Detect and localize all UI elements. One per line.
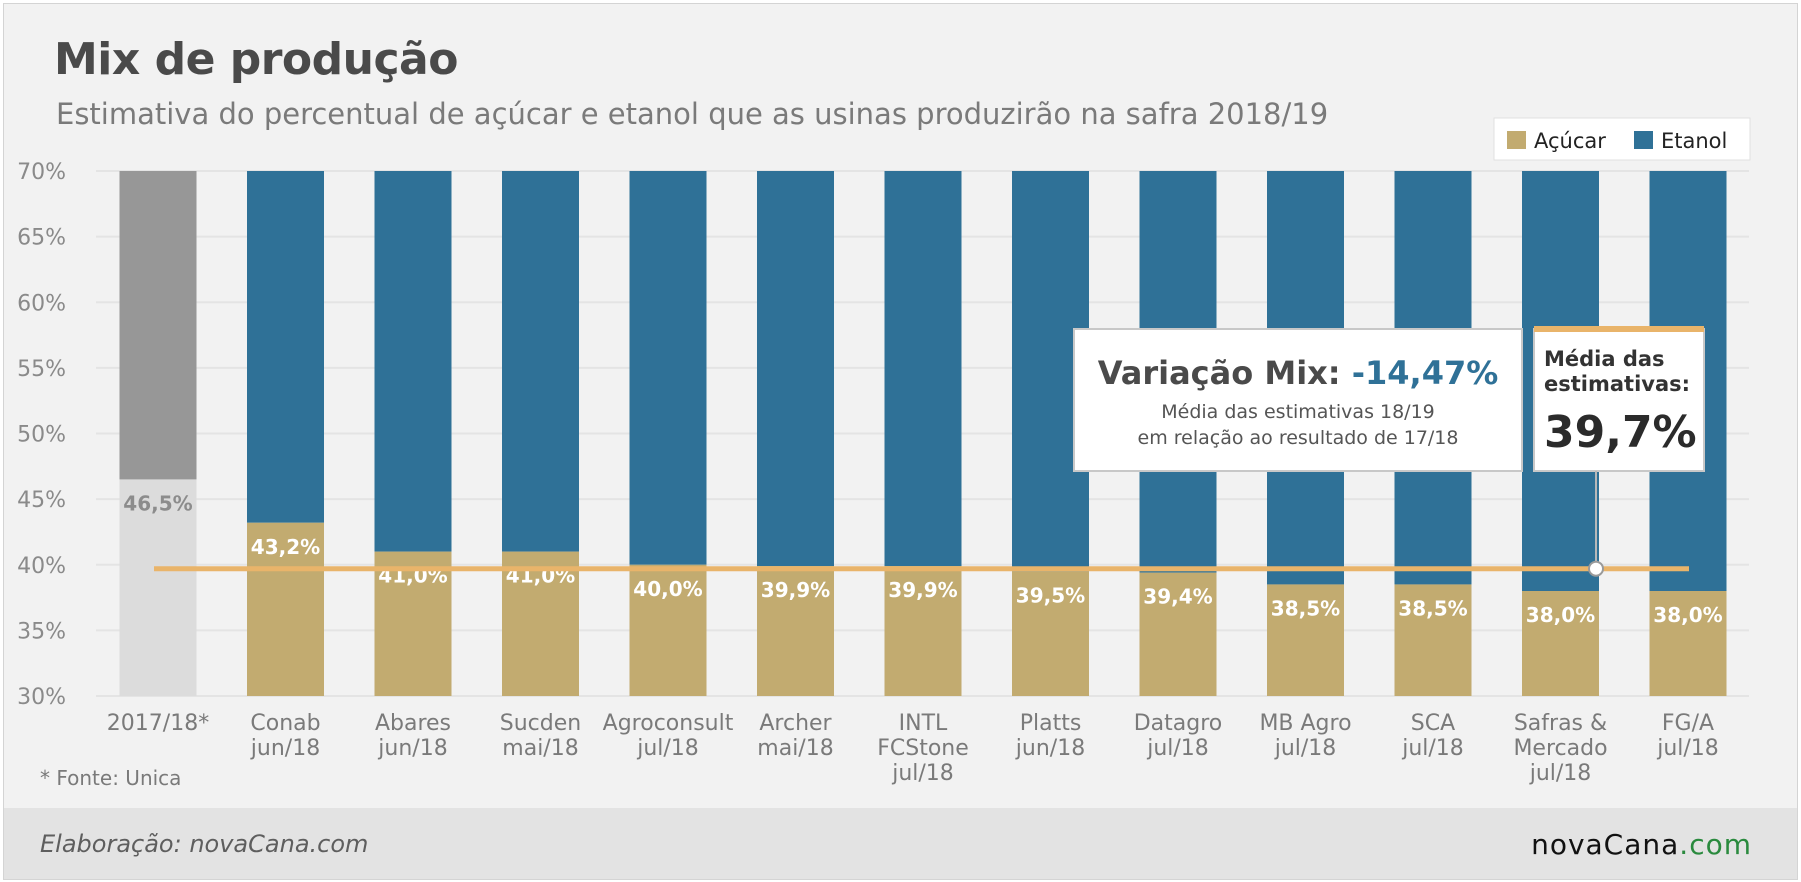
brand-main: novaCana <box>1531 828 1680 861</box>
variation-label: Variação Mix: <box>1098 354 1352 392</box>
x-tick-label: Datagro <box>1134 711 1223 736</box>
bar-acucar <box>1522 591 1599 696</box>
data-label: 38,0% <box>1526 603 1595 627</box>
bar-etanol <box>247 171 324 523</box>
bar-acucar <box>629 564 707 696</box>
bar-acucar <box>1012 571 1089 696</box>
bar-acucar <box>884 566 962 696</box>
legend-label-etanol: Etanol <box>1661 129 1727 153</box>
x-tick-label: jun/18 <box>1015 736 1085 761</box>
bar-acucar <box>757 566 834 696</box>
bar-acucar <box>502 551 579 696</box>
bar-etanol <box>757 171 834 567</box>
x-tick-label: INTL <box>899 711 948 736</box>
x-tick-label: jul/18 <box>1656 736 1719 761</box>
y-tick-label: 60% <box>17 291 66 316</box>
bar-acucar <box>1267 584 1344 696</box>
x-tick-label: Abares <box>375 711 451 736</box>
y-tick-label: 65% <box>17 226 66 251</box>
bar-etanol <box>629 171 707 565</box>
average-label-line2: estimativas: <box>1544 372 1690 396</box>
y-tick-label: 30% <box>17 685 66 710</box>
y-tick-label: 55% <box>17 357 66 382</box>
legend-box <box>1493 117 1751 161</box>
x-tick-label: Archer <box>759 711 832 736</box>
x-tick-label: jul/18 <box>1146 736 1209 761</box>
bar-acucar <box>1649 591 1727 696</box>
bar-acucar <box>1139 572 1217 696</box>
average-label-line1: Média das <box>1544 347 1665 371</box>
y-tick-label: 70% <box>17 160 66 185</box>
legend-swatch-acucar <box>1507 131 1526 149</box>
bar-acucar <box>247 522 324 696</box>
variation-title: Variação Mix: -14,47% <box>1098 354 1499 392</box>
x-tick-label: jun/18 <box>377 736 447 761</box>
bar-etanol <box>502 171 579 552</box>
x-tick-label: FG/A <box>1662 711 1714 736</box>
bar-etanol <box>884 171 962 567</box>
source-note: * Fonte: Unica <box>40 766 182 790</box>
x-tick-label: Safras & <box>1514 711 1607 736</box>
bar-etanol <box>119 171 197 480</box>
bar-acucar <box>374 551 452 696</box>
legend-label-acucar: Açúcar <box>1534 129 1606 153</box>
data-label: 43,2% <box>251 535 320 559</box>
y-tick-label: 40% <box>17 554 66 579</box>
chart-subtitle: Estimativa do percentual de açúcar e eta… <box>56 97 1329 131</box>
variation-value: -14,47% <box>1352 354 1499 392</box>
data-label: 39,9% <box>888 578 957 602</box>
x-tick-label: Mercado <box>1513 736 1607 761</box>
x-tick-label: jul/18 <box>891 761 954 786</box>
x-tick-label: MB Agro <box>1259 711 1351 736</box>
x-tick-label: jul/18 <box>1274 736 1337 761</box>
footer-bar <box>4 808 1797 879</box>
x-tick-label: mai/18 <box>757 736 833 761</box>
variation-callout-box <box>1073 328 1523 472</box>
x-tick-label: jun/18 <box>250 736 320 761</box>
chart-title: Mix de produção <box>54 34 458 85</box>
average-value: 39,7% <box>1544 407 1697 458</box>
footer-credit: Elaboração: novaCana.com <box>40 830 369 858</box>
x-tick-label: Sucden <box>500 711 581 736</box>
x-tick-label: Platts <box>1020 711 1082 736</box>
y-tick-label: 45% <box>17 488 66 513</box>
data-label: 46,5% <box>123 491 192 515</box>
x-tick-label: mai/18 <box>502 736 578 761</box>
x-tick-label: FCStone <box>877 736 969 761</box>
data-label: 39,4% <box>1143 585 1212 609</box>
y-tick-label: 50% <box>17 423 66 448</box>
average-callout-accent <box>1534 326 1704 332</box>
data-label: 38,0% <box>1653 603 1722 627</box>
x-tick-label: jul/18 <box>636 736 699 761</box>
x-tick-label: jul/18 <box>1529 761 1592 786</box>
brand-suffix: .com <box>1679 828 1752 861</box>
legend-swatch-etanol <box>1634 131 1653 149</box>
data-label: 39,9% <box>761 578 830 602</box>
chart-frame: Mix de produção Estimativa do percentual… <box>3 3 1798 880</box>
variation-note-line1: Média das estimativas 18/19 <box>1161 401 1435 423</box>
x-tick-label: jul/18 <box>1401 736 1464 761</box>
data-label: 39,5% <box>1016 583 1085 607</box>
x-tick-label: Conab <box>250 711 320 736</box>
data-label: 38,5% <box>1398 596 1467 620</box>
x-tick-label: 2017/18* <box>107 711 209 736</box>
y-tick-label: 35% <box>17 619 66 644</box>
x-tick-label: Agroconsult <box>603 711 734 736</box>
bar-acucar <box>119 479 197 696</box>
variation-note-line2: em relação ao resultado de 17/18 <box>1138 427 1459 449</box>
brand-logo: novaCana.com <box>1531 828 1752 861</box>
chart-svg: 30% 35% 40% 45% 50% 55% 60% 65% 70% 46,5% 2017/18*… <box>17 117 1751 786</box>
data-label: 38,5% <box>1271 596 1340 620</box>
bar-etanol <box>374 171 452 552</box>
x-tick-label: SCA <box>1411 711 1455 736</box>
average-callout-box <box>1533 328 1705 472</box>
average-marker <box>1588 560 1604 577</box>
data-label: 40,0% <box>633 577 702 601</box>
bar-acucar <box>1394 584 1472 696</box>
